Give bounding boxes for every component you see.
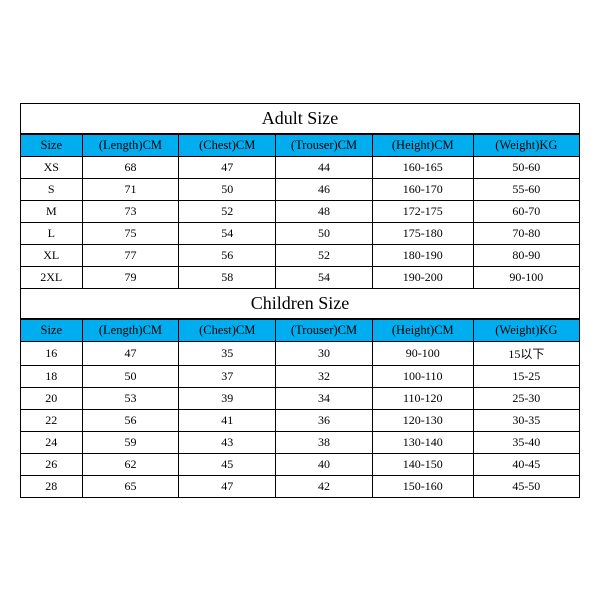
table-row: XL775652180-19080-90 <box>21 244 580 266</box>
table-row: 24594338130-14035-40 <box>21 431 580 453</box>
table-row: 1647353090-10015以下 <box>21 341 580 365</box>
col-weight: (Weight)KG <box>473 134 579 156</box>
col-length: (Length)CM <box>82 134 179 156</box>
adult-header-row: Size (Length)CM (Chest)CM (Trouser)CM (H… <box>21 134 580 156</box>
children-size-title: Children Size <box>20 289 580 319</box>
table-row: 2XL795854190-20090-100 <box>21 266 580 288</box>
children-size-table: Size (Length)CM (Chest)CM (Trouser)CM (H… <box>20 319 580 498</box>
adult-size-title: Adult Size <box>20 103 580 134</box>
children-header-row: Size (Length)CM (Chest)CM (Trouser)CM (H… <box>21 319 580 341</box>
col-length: (Length)CM <box>82 319 179 341</box>
col-size: Size <box>21 319 83 341</box>
table-row: L755450175-18070-80 <box>21 222 580 244</box>
col-size: Size <box>21 134 83 156</box>
children-body: 1647353090-10015以下 18503732100-11015-25 … <box>21 341 580 497</box>
adult-body: XS684744160-16550-60 S715046160-17055-60… <box>21 156 580 288</box>
table-row: 28654742150-16045-50 <box>21 475 580 497</box>
table-row: M735248172-17560-70 <box>21 200 580 222</box>
table-row: S715046160-17055-60 <box>21 178 580 200</box>
table-row: 18503732100-11015-25 <box>21 365 580 387</box>
table-row: 20533934110-12025-30 <box>21 387 580 409</box>
col-chest: (Chest)CM <box>179 319 276 341</box>
col-weight: (Weight)KG <box>473 319 579 341</box>
col-trouser: (Trouser)CM <box>276 134 373 156</box>
table-row: 22564136120-13030-35 <box>21 409 580 431</box>
adult-size-table: Size (Length)CM (Chest)CM (Trouser)CM (H… <box>20 134 580 289</box>
col-trouser: (Trouser)CM <box>276 319 373 341</box>
table-row: XS684744160-16550-60 <box>21 156 580 178</box>
table-row: 26624540140-15040-45 <box>21 453 580 475</box>
col-height: (Height)CM <box>372 319 473 341</box>
size-chart-container: Adult Size Size (Length)CM (Chest)CM (Tr… <box>20 103 580 498</box>
col-height: (Height)CM <box>372 134 473 156</box>
col-chest: (Chest)CM <box>179 134 276 156</box>
